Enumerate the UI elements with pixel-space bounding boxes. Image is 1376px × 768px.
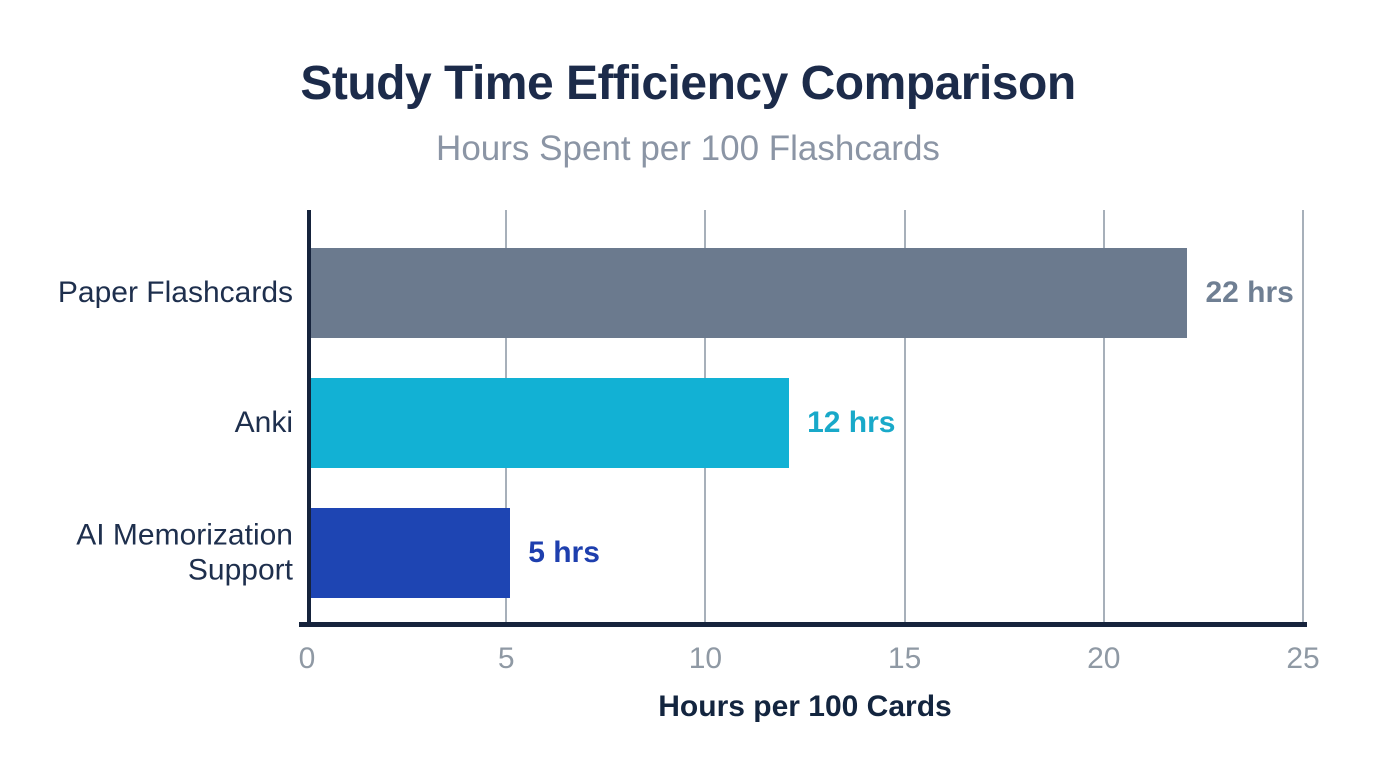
x-tick-label: 5 — [497, 642, 515, 675]
x-axis-ticks: 0 5 10 15 20 25 — [299, 642, 1320, 682]
x-axis-title: Hours per 100 Cards — [658, 690, 952, 723]
bar-row: Anki 12 hrs — [235, 378, 1303, 468]
category-label: AI Memorization Support — [76, 518, 293, 587]
x-tick-label: 0 — [298, 642, 316, 675]
x-tick-label: 10 — [688, 642, 723, 675]
value-label: 12 hrs — [807, 406, 896, 439]
bar — [311, 378, 790, 468]
category-label: Paper Flashcards — [57, 275, 293, 309]
x-tick-label: 15 — [887, 642, 922, 675]
x-tick-label: 20 — [1087, 642, 1121, 675]
gridline — [903, 210, 906, 622]
value-label: 22 hrs — [1205, 276, 1294, 309]
gridline — [1102, 210, 1105, 622]
value-label: 5 hrs — [528, 536, 600, 569]
bar — [311, 508, 511, 598]
chart-subtitle: Hours Spent per 100 Flashcards — [436, 129, 940, 168]
y-axis-line — [307, 210, 311, 627]
bar — [311, 248, 1188, 338]
category-label: Anki — [234, 405, 293, 439]
chart-title: Study Time Efficiency Comparison — [300, 57, 1076, 110]
plot-area: Paper Flashcards 22 hrs Anki 12 hrs AI Memor… — [58, 210, 1307, 627]
x-tick-label: 25 — [1286, 642, 1320, 675]
bar-row: Paper Flashcards 22 hrs — [58, 248, 1303, 338]
x-axis-line — [299, 622, 1307, 627]
gridline — [1302, 210, 1304, 622]
bar-row: AI Memorization Support 5 hrs — [76, 508, 1303, 598]
